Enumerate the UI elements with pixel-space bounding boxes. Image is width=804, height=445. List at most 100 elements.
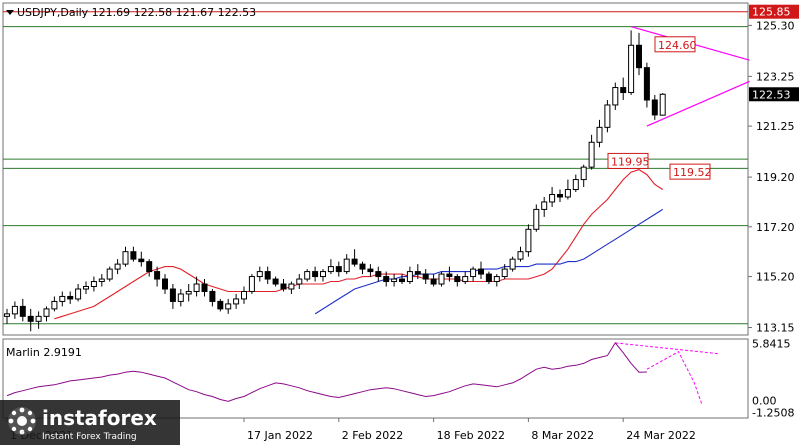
candle — [430, 274, 437, 287]
candle — [485, 271, 492, 285]
x-tick-label: 18 Feb 2022 — [437, 429, 505, 442]
y-tick-label: 117.20 — [756, 221, 795, 234]
candle — [122, 246, 129, 267]
candle — [406, 266, 413, 285]
svg-text:Instant Forex Trading: Instant Forex Trading — [42, 432, 137, 442]
y-tick-label: 5.8415 — [752, 337, 791, 350]
candle — [564, 179, 571, 200]
candle — [201, 279, 208, 297]
candle — [643, 62, 650, 108]
candle — [130, 246, 137, 262]
candle — [304, 269, 311, 282]
candle — [209, 288, 216, 307]
candle — [217, 298, 224, 312]
candle — [169, 284, 176, 309]
candle — [612, 82, 619, 110]
x-tick-label: 8 Mar 2022 — [531, 429, 594, 442]
x-tick-label: 17 Jan 2022 — [247, 429, 313, 442]
candles — [4, 30, 666, 332]
candle — [312, 266, 319, 282]
candle — [162, 274, 168, 294]
candle — [83, 281, 89, 294]
candle — [493, 274, 500, 287]
candle — [35, 311, 42, 329]
y-tick-label: 119.20 — [756, 171, 795, 184]
candle — [177, 288, 184, 307]
level-box-text: 124.60 — [658, 39, 697, 52]
candle — [256, 266, 263, 282]
candle — [533, 204, 540, 232]
candle — [359, 261, 366, 275]
candle — [193, 276, 200, 297]
candle — [509, 256, 516, 272]
candle — [185, 284, 192, 302]
candle — [248, 274, 255, 294]
candle — [98, 274, 105, 287]
candle — [241, 286, 247, 304]
candle — [280, 279, 287, 292]
level-box — [654, 36, 696, 53]
level-box — [669, 163, 711, 180]
candle — [343, 254, 350, 275]
candle — [659, 93, 666, 116]
candle — [106, 266, 113, 282]
candle — [272, 276, 279, 287]
candle — [4, 308, 10, 324]
candle — [138, 251, 145, 267]
candle — [146, 259, 153, 277]
candle — [604, 99, 611, 133]
current-price-tag-text: 122.53 — [752, 88, 791, 101]
candle — [446, 266, 453, 282]
trendline — [646, 80, 750, 127]
y-tick-label: 115.20 — [756, 271, 795, 284]
y-tick-label: 121.25 — [756, 120, 795, 133]
marlin-line-path — [6, 342, 647, 402]
x-tick-label: 24 Mar 2022 — [626, 429, 696, 442]
moving-averages — [54, 168, 663, 320]
level-box-text: 119.52 — [673, 166, 712, 179]
current-price-tag-bg — [749, 87, 799, 102]
candle — [391, 274, 398, 287]
moving-average-blue — [314, 208, 663, 315]
candle — [572, 174, 579, 193]
watermark-logo: instaforex Instant Forex Trading — [0, 400, 180, 445]
candle — [154, 266, 161, 287]
candle — [501, 264, 508, 280]
candle — [525, 224, 532, 257]
main-plot-frame — [2, 2, 749, 336]
indicator-plot-frame — [2, 338, 749, 419]
candle — [19, 298, 26, 322]
candle — [454, 274, 461, 287]
y-tick-label: 125.30 — [756, 19, 795, 32]
indicator-title: Marlin 2.9191 — [6, 346, 82, 359]
level-tag-bg — [749, 4, 799, 19]
level-box — [607, 152, 649, 169]
candle — [580, 164, 587, 188]
candle — [462, 271, 469, 285]
candle — [225, 298, 232, 314]
candle — [327, 259, 334, 275]
level-tag-text: 125.85 — [752, 6, 791, 19]
candle — [375, 266, 382, 282]
svg-text:instaforex: instaforex — [42, 406, 157, 430]
candle — [422, 269, 429, 285]
candle — [67, 291, 74, 304]
candle — [549, 187, 556, 207]
candle — [383, 271, 390, 287]
candle — [588, 134, 595, 170]
candle — [636, 32, 642, 76]
candle — [541, 196, 548, 217]
y-tick-label: -1.2508 — [752, 407, 794, 420]
candle — [557, 189, 563, 202]
candle — [367, 264, 374, 277]
level-box-text: 119.95 — [611, 155, 650, 168]
candle — [351, 249, 358, 267]
candle — [399, 274, 405, 285]
candle — [620, 77, 627, 100]
projection-line — [615, 342, 719, 355]
y-axis-indicator: 5.8415 0.00-1.2508 — [752, 337, 794, 419]
candle — [114, 259, 121, 275]
candle — [596, 119, 603, 148]
svg-text:USDJPY,Daily 121.69 122.58 12: USDJPY,Daily 121.69 122.58 121.67 122.53 — [17, 6, 256, 19]
